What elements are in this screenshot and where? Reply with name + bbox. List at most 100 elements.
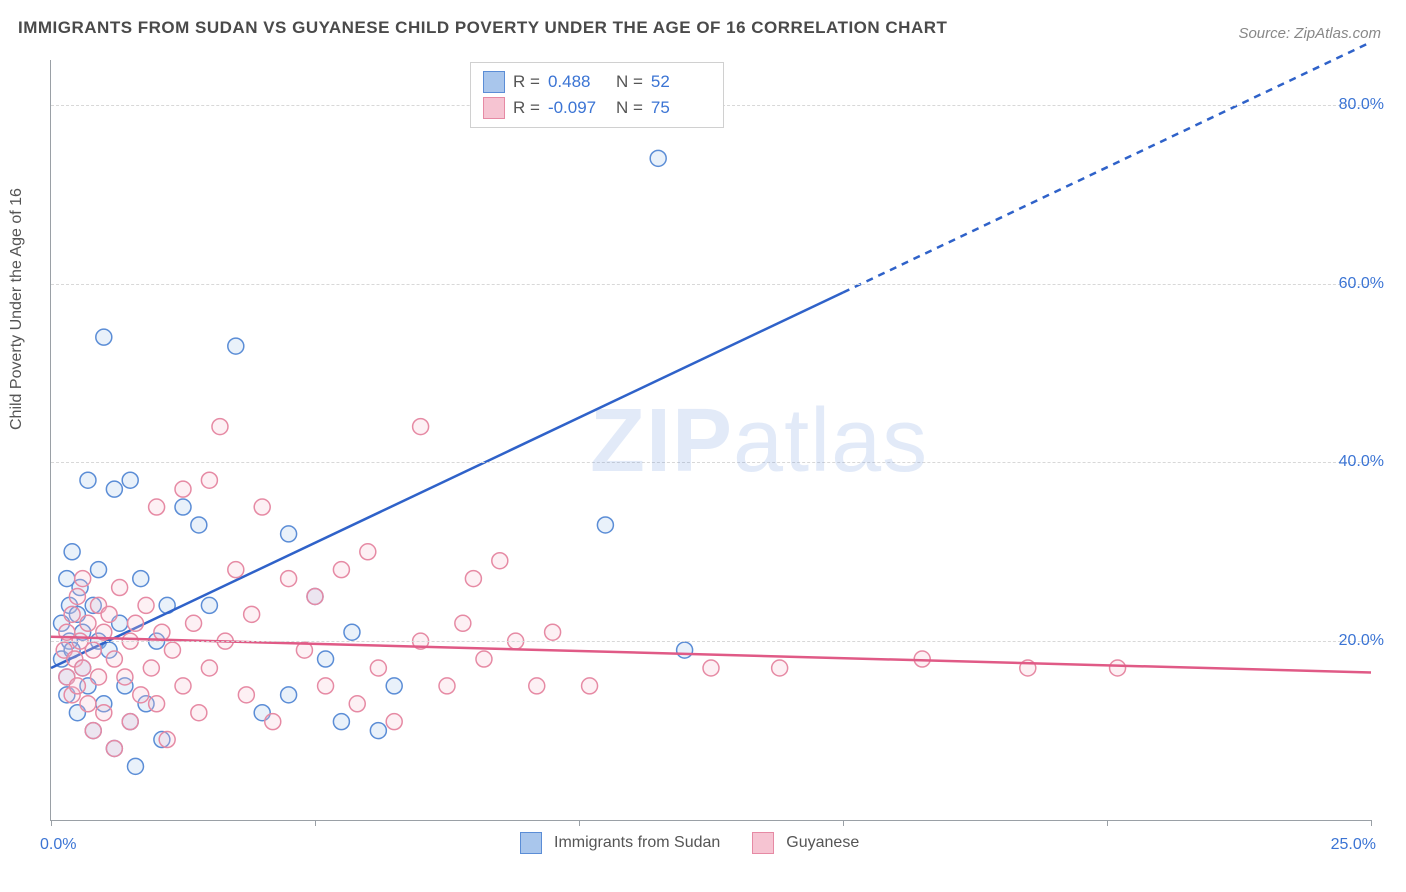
- data-point: [455, 615, 471, 631]
- legend-series: Immigrants from SudanGuyanese: [520, 832, 879, 854]
- data-point: [112, 580, 128, 596]
- x-tick: [843, 820, 844, 826]
- data-point: [96, 329, 112, 345]
- x-axis-start-label: 0.0%: [40, 836, 76, 854]
- data-point: [254, 499, 270, 515]
- data-point: [307, 588, 323, 604]
- data-point: [122, 472, 138, 488]
- data-point: [582, 678, 598, 694]
- chart-title: IMMIGRANTS FROM SUDAN VS GUYANESE CHILD …: [18, 18, 947, 38]
- data-point: [413, 419, 429, 435]
- legend-swatch: [520, 832, 542, 854]
- data-point: [85, 642, 101, 658]
- data-point: [138, 597, 154, 613]
- data-point: [64, 544, 80, 560]
- regression-line-extrapolated: [843, 42, 1371, 292]
- regression-line: [51, 292, 843, 668]
- data-point: [1110, 660, 1126, 676]
- gridline: [51, 284, 1371, 285]
- data-point: [333, 714, 349, 730]
- data-point: [476, 651, 492, 667]
- data-point: [772, 660, 788, 676]
- data-point: [175, 499, 191, 515]
- y-tick-label: 60.0%: [1339, 275, 1384, 293]
- data-point: [201, 660, 217, 676]
- data-point: [386, 678, 402, 694]
- legend-swatch: [752, 832, 774, 854]
- data-point: [149, 499, 165, 515]
- data-point: [201, 472, 217, 488]
- data-point: [650, 150, 666, 166]
- x-tick: [579, 820, 580, 826]
- data-point: [281, 571, 297, 587]
- data-point: [96, 705, 112, 721]
- data-point: [201, 597, 217, 613]
- data-point: [164, 642, 180, 658]
- data-point: [333, 562, 349, 578]
- x-tick: [1371, 820, 1372, 826]
- data-point: [149, 696, 165, 712]
- data-point: [370, 660, 386, 676]
- y-tick-label: 20.0%: [1339, 632, 1384, 650]
- y-tick-label: 40.0%: [1339, 453, 1384, 471]
- data-point: [80, 472, 96, 488]
- data-point: [106, 481, 122, 497]
- data-point: [344, 624, 360, 640]
- data-point: [106, 740, 122, 756]
- data-point: [439, 678, 455, 694]
- x-tick: [51, 820, 52, 826]
- data-point: [677, 642, 693, 658]
- source-attribution: Source: ZipAtlas.com: [1238, 25, 1381, 42]
- data-point: [127, 758, 143, 774]
- data-point: [154, 624, 170, 640]
- data-point: [175, 678, 191, 694]
- data-point: [122, 714, 138, 730]
- legend-r-value: 0.488: [548, 72, 608, 92]
- data-point: [360, 544, 376, 560]
- legend-r-value: -0.097: [548, 98, 608, 118]
- legend-r-label: R =: [513, 72, 540, 92]
- legend-correlation-row: R =-0.097N =75: [483, 95, 711, 121]
- data-point: [349, 696, 365, 712]
- data-point: [133, 687, 149, 703]
- data-point: [101, 606, 117, 622]
- data-point: [318, 651, 334, 667]
- data-point: [492, 553, 508, 569]
- data-point: [91, 562, 107, 578]
- legend-correlation-box: R =0.488N =52R =-0.097N =75: [470, 62, 724, 128]
- data-point: [91, 669, 107, 685]
- data-point: [69, 588, 85, 604]
- gridline: [51, 462, 1371, 463]
- gridline: [51, 641, 1371, 642]
- data-point: [80, 615, 96, 631]
- data-point: [545, 624, 561, 640]
- data-point: [127, 615, 143, 631]
- chart-svg: [51, 60, 1371, 820]
- data-point: [386, 714, 402, 730]
- data-point: [133, 571, 149, 587]
- data-point: [370, 723, 386, 739]
- data-point: [85, 723, 101, 739]
- legend-series-label: Immigrants from Sudan: [554, 834, 720, 852]
- data-point: [106, 651, 122, 667]
- x-axis-end-label: 25.0%: [1331, 836, 1376, 854]
- data-point: [244, 606, 260, 622]
- data-point: [597, 517, 613, 533]
- data-point: [64, 606, 80, 622]
- data-point: [69, 678, 85, 694]
- y-tick-label: 80.0%: [1339, 96, 1384, 114]
- data-point: [281, 526, 297, 542]
- legend-n-value: 52: [651, 72, 711, 92]
- x-tick: [1107, 820, 1108, 826]
- data-point: [191, 705, 207, 721]
- data-point: [265, 714, 281, 730]
- data-point: [186, 615, 202, 631]
- data-point: [465, 571, 481, 587]
- data-point: [75, 571, 91, 587]
- legend-n-label: N =: [616, 98, 643, 118]
- data-point: [143, 660, 159, 676]
- legend-n-value: 75: [651, 98, 711, 118]
- data-point: [175, 481, 191, 497]
- data-point: [191, 517, 207, 533]
- data-point: [117, 669, 133, 685]
